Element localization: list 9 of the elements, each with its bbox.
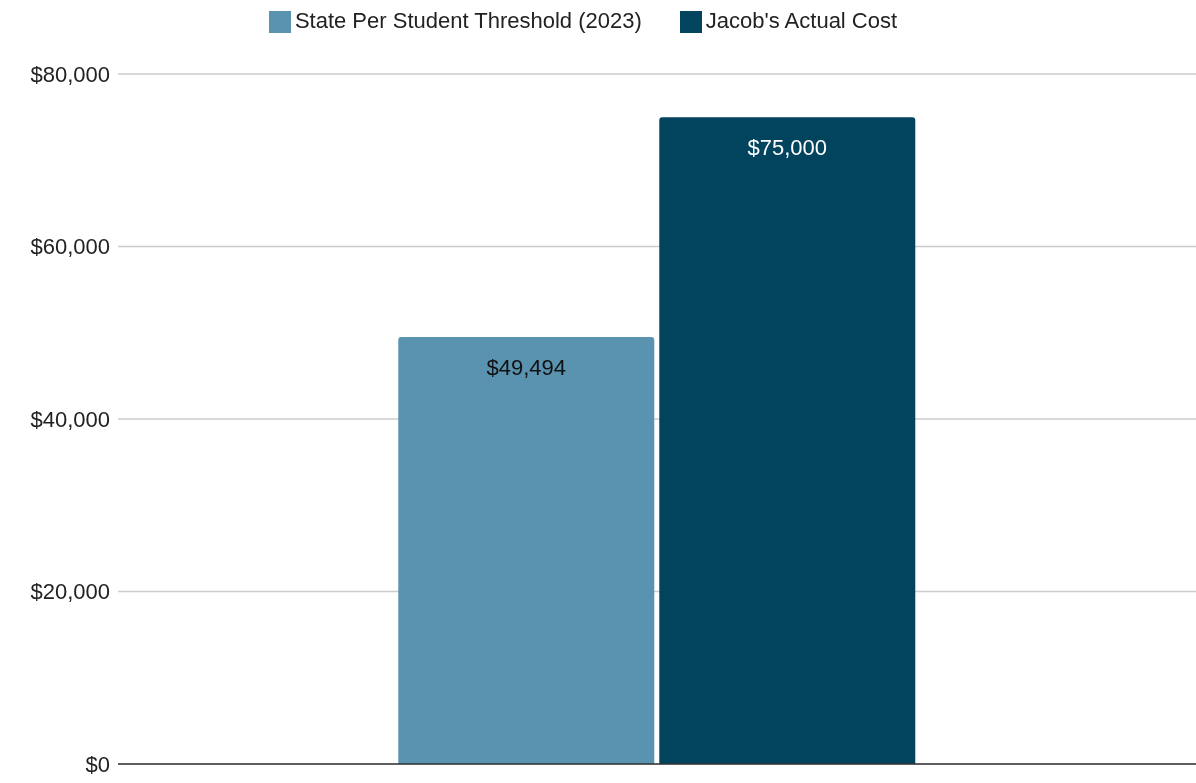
y-tick-label: $80,000 [30, 61, 110, 87]
data-label: $75,000 [747, 135, 828, 161]
y-tick-label: $40,000 [30, 406, 110, 432]
y-tick-label: $60,000 [30, 234, 110, 260]
legend-label: State Per Student Threshold (2023) [294, 8, 642, 33]
data-label: $49,494 [486, 355, 567, 381]
y-tick-label: $0 [85, 751, 110, 777]
legend-label: Jacob's Actual Cost [705, 8, 898, 33]
y-tick-label: $20,000 [30, 579, 110, 605]
